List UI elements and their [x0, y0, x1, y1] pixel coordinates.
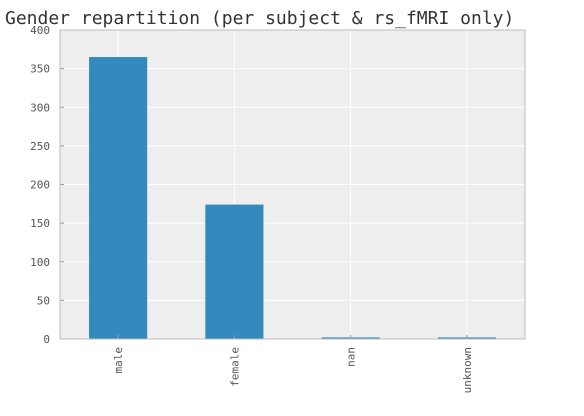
x-axis-ticks: male female nan unknown — [112, 335, 474, 393]
y-tick-label: 150 — [30, 217, 50, 230]
y-tick-label: 400 — [30, 24, 50, 37]
y-tick-label: 250 — [30, 140, 50, 153]
y-axis-ticks: 0 50 100 150 200 250 300 350 400 — [30, 24, 64, 346]
y-tick-label: 0 — [43, 333, 50, 346]
y-tick-label: 100 — [30, 256, 50, 269]
x-tick-label-female: female — [228, 347, 241, 387]
x-tick-label-unknown: unknown — [461, 347, 474, 393]
bar-female — [205, 204, 264, 339]
y-tick-label: 350 — [30, 63, 50, 76]
x-tick-label-male: male — [112, 347, 125, 374]
y-tick-label: 300 — [30, 101, 50, 114]
bars — [89, 57, 496, 339]
bar-male — [89, 57, 148, 339]
y-tick-label: 200 — [30, 179, 50, 192]
plot-frame — [59, 29, 526, 340]
x-tick-label-nan: nan — [345, 347, 358, 367]
chart-title: Gender repartition (per subject & rs_fMR… — [5, 8, 514, 29]
y-tick-label: 50 — [37, 294, 50, 307]
